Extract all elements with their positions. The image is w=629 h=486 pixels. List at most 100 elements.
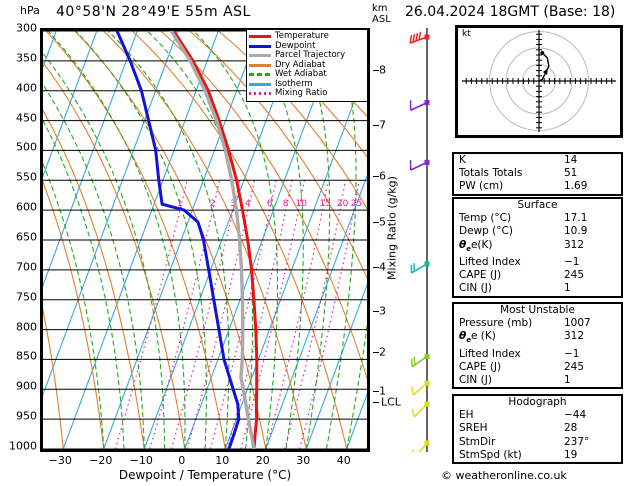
hodograph-unit-label: kt [462, 29, 471, 39]
hodograph-panel: kt [455, 25, 623, 138]
km-unit-label: km [372, 3, 388, 14]
temperature-tick--10: −10 [129, 454, 153, 467]
altitude-tick-label-4: 4 [379, 260, 386, 274]
data-key: CAPE (J) [459, 360, 502, 373]
data-value: 1.69 [564, 180, 588, 193]
pressure-tick-300: 300 [16, 21, 37, 35]
altitude-tick-label-6: 6 [379, 169, 386, 183]
altitude-tick-label-8: 8 [379, 63, 386, 77]
mixing-ratio-line [240, 180, 306, 449]
most-unstable-row: θee (K) 312 [454, 330, 621, 347]
index-row: K 14 [454, 154, 621, 167]
pressure-tick-550: 550 [16, 170, 37, 184]
data-key: PW (cm) [459, 180, 504, 193]
legend-item-mixing-ratio: Mixing Ratio [249, 89, 365, 99]
pressure-tick-650: 650 [16, 230, 37, 244]
altitude-tick-label-1: 1 [379, 384, 386, 398]
mixing-ratio-line [209, 180, 277, 449]
legend-item-parcel-trajectory: Parcel Trajectory [249, 51, 365, 61]
legend-swatch-icon [249, 82, 271, 86]
legend-item-dewpoint: Dewpoint [249, 41, 365, 52]
mixing-ratio-label: 10 [296, 199, 308, 209]
pressure-tick-500: 500 [16, 140, 37, 154]
surface-row: Dewp (°C) 10.9 [454, 225, 621, 238]
surface-table: Surface Temp (°C) 17.1 Dewp (°C) 10.9 θee(K) 3… [452, 197, 623, 298]
data-key: θee(K) [459, 238, 493, 253]
temperature-tick-0: 0 [178, 454, 186, 467]
mixing-ratio-label: 6 [267, 199, 273, 209]
hodograph-row: StmDir 237° [454, 436, 621, 449]
copyright-footer: © weatheronline.co.uk [441, 469, 567, 482]
table-title: Surface [517, 199, 558, 211]
surface-row: CAPE (J) 245 [454, 269, 621, 282]
hodograph-row: SREH 28 [454, 422, 621, 435]
temperature-tick-40: 40 [336, 454, 351, 467]
data-key: StmSpd (kt) [459, 448, 522, 461]
pressure-tick-800: 800 [16, 320, 37, 334]
mixing-ratio-label: 25 [351, 199, 362, 209]
most-unstable-row: Lifted Index −1 [454, 348, 621, 361]
wind-barb [411, 401, 430, 418]
data-value: −1 [564, 347, 580, 360]
legend-swatch-icon [249, 35, 271, 39]
altitude-tick-label-7: 7 [379, 118, 386, 132]
index-row: Totals Totals 51 [454, 167, 621, 180]
temperature-tick-30: 30 [296, 454, 311, 467]
data-value: −1 [564, 255, 580, 268]
wind-barb [411, 380, 430, 396]
data-value: 51 [564, 167, 578, 180]
sounding-curve-parcel-trajectory [169, 31, 256, 449]
most-unstable-row: CIN (J) 1 [454, 374, 621, 387]
pressure-axis: 300 350 400 450 500 550 600 650 700 750 800 850 900 9… [0, 22, 37, 453]
surface-row: CIN (J) 1 [454, 282, 621, 295]
pressure-tick-1000: 1000 [9, 439, 37, 453]
legend-label: Wet Adiabat [275, 69, 327, 80]
mixing-ratio-line [114, 180, 188, 449]
temperature-tick--20: −20 [89, 454, 113, 467]
mixing-ratio-line [170, 180, 241, 449]
temperature-tick-10: 10 [215, 454, 230, 467]
chart-title: 26.04.2024 18GMT (Base: 18) [405, 4, 616, 20]
isotherm-line [43, 31, 98, 178]
data-key: CAPE (J) [459, 269, 502, 282]
data-key: SREH [459, 422, 488, 435]
pressure-tick-850: 850 [16, 349, 37, 363]
pressure-tick-950: 950 [16, 409, 37, 423]
legend-label: Mixing Ratio [275, 88, 328, 99]
dry-adiabat-line [43, 307, 64, 449]
wind-barb [410, 261, 430, 274]
most-unstable-table: Most Unstable Pressure (mb) 1007 θee (K) 312… [452, 302, 623, 390]
wind-barb [409, 31, 430, 44]
legend-item-temperature: Temperature [249, 32, 365, 42]
pressure-tick-600: 600 [16, 200, 37, 214]
mixing-ratio-line [284, 180, 347, 449]
pressure-tick-750: 750 [16, 290, 37, 304]
isotherm-line [305, 283, 367, 449]
sounding-curve-dewpoint [115, 31, 241, 449]
indices-table: K 14 Totals Totals 51 PW (cm) 1.69 [452, 152, 623, 196]
data-key: CIN (J) [459, 282, 492, 295]
mixing-ratio-label: 8 [283, 199, 289, 209]
most-unstable-row: CAPE (J) 245 [454, 361, 621, 374]
temperature-tick--30: −30 [48, 454, 72, 467]
hodograph-row: StmSpd (kt) 19 [454, 449, 621, 462]
wind-barb [409, 159, 430, 171]
data-value: 28 [564, 422, 578, 435]
surface-row: θee(K) 312 [454, 239, 621, 256]
hodograph-svg [462, 30, 616, 132]
data-key: Lifted Index [459, 347, 521, 360]
data-key: CIN (J) [459, 374, 492, 387]
mixing-ratio-line [299, 180, 360, 449]
altitude-tick [373, 125, 379, 126]
station-title: 40°58'N 28°49'E 55m ASL [56, 4, 251, 20]
most-unstable-row: Pressure (mb) 1007 [454, 317, 621, 330]
data-key: Dewp (°C) [459, 225, 513, 238]
legend-item-dry-adiabat: Dry Adiabat [249, 60, 365, 71]
legend-label: Isotherm [275, 78, 313, 89]
temperature-tick-20: 20 [255, 454, 270, 467]
mixing-ratio-label: 15 [319, 199, 330, 209]
wind-barb-column [405, 28, 443, 458]
pressure-tick-700: 700 [16, 260, 37, 274]
data-key: Totals Totals [459, 167, 523, 180]
